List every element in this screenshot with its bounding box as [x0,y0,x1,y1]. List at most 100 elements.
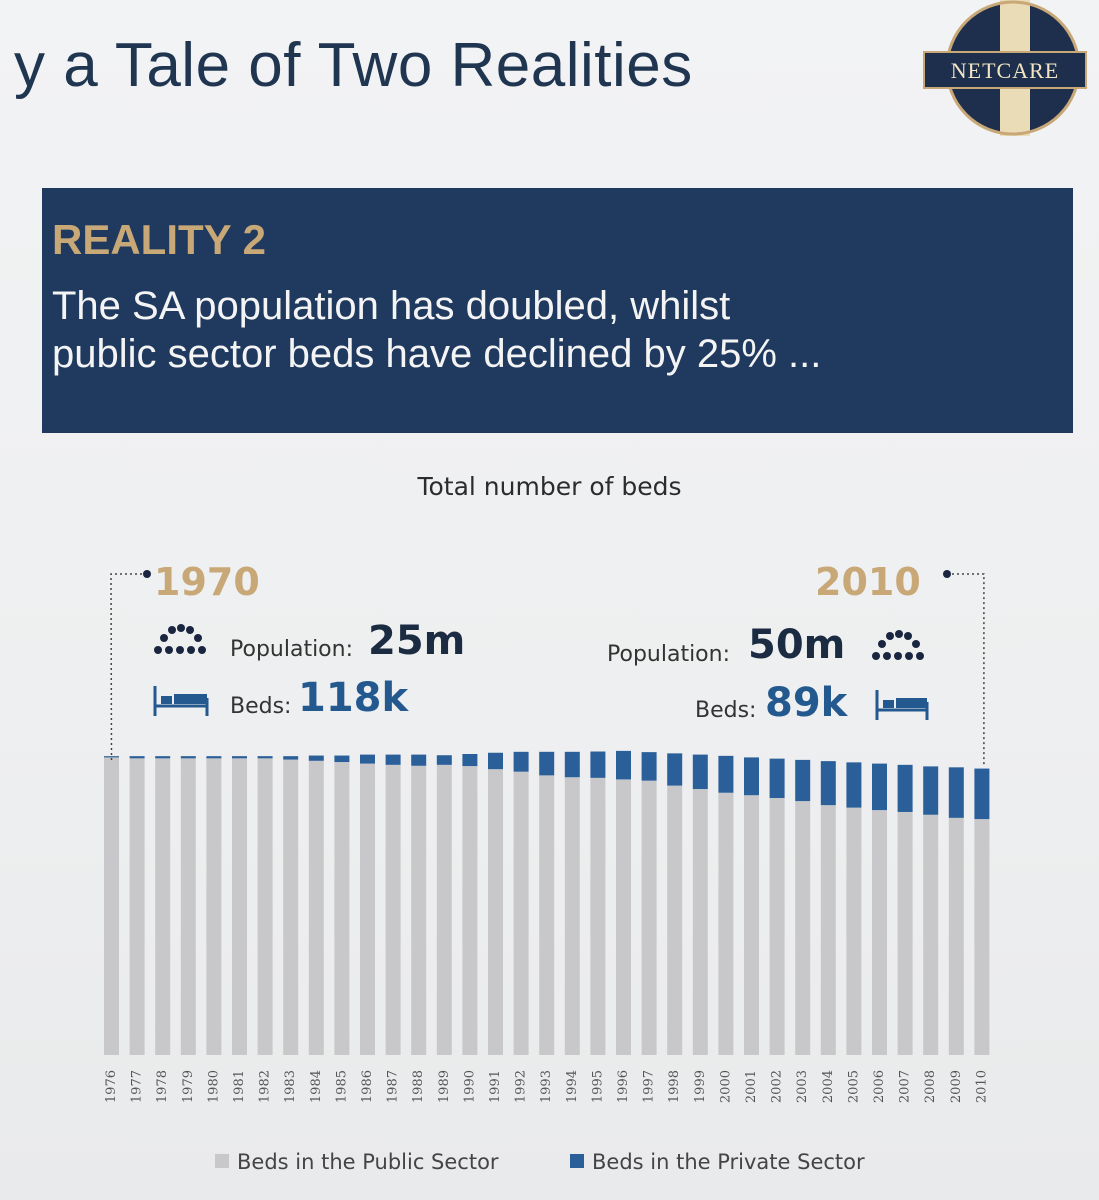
x-tick-label-2000: 2000 [718,1070,733,1103]
bar-private-2009 [948,767,964,818]
bar-public-1995 [590,777,606,1055]
x-tick-label-1995: 1995 [590,1070,605,1103]
bar-private-1980 [206,756,222,759]
reality-banner: REALITY 2 The SA population has doubled,… [42,188,1073,433]
right-year: 2010 [815,560,921,604]
bar-public-2004 [820,805,836,1055]
bar-public-2002 [769,798,785,1055]
banner-text: The SA population has doubled, whilst pu… [52,282,1012,378]
bar-public-1992 [513,771,529,1055]
x-tick-label-1999: 1999 [693,1070,708,1103]
x-tick-label-1976: 1976 [104,1070,119,1103]
x-tick-label-1984: 1984 [309,1070,324,1103]
x-tick-label-1983: 1983 [283,1070,298,1103]
x-tick-label-1988: 1988 [411,1070,426,1103]
left-year: 1970 [154,560,260,604]
left-bracket-line [110,573,147,761]
bar-private-1997 [641,752,657,781]
bar-public-1988 [411,765,427,1055]
legend-swatch-public [215,1154,229,1168]
x-tick-label-1981: 1981 [232,1070,247,1103]
x-tick-label-1979: 1979 [181,1070,196,1103]
bar-private-1993 [539,751,555,776]
bar-public-1980 [206,758,222,1055]
bar-public-1984 [308,760,324,1055]
x-tick-label-1994: 1994 [565,1070,580,1103]
x-tick-label-1996: 1996 [616,1070,631,1103]
x-tick-label-1977: 1977 [130,1070,145,1103]
bar-private-1990 [462,753,478,767]
x-tick-label-2004: 2004 [821,1070,836,1103]
bar-private-2000 [718,755,734,793]
bar-public-1977 [129,758,145,1055]
right-bracket-dot [943,570,951,578]
bar-private-1987 [385,754,401,765]
bar-private-2005 [846,762,862,808]
bar-private-2010 [974,768,990,820]
bar-private-1988 [411,754,427,766]
x-tick-label-2008: 2008 [923,1070,938,1103]
x-tick-label-1985: 1985 [334,1070,349,1103]
bar-public-1976 [104,757,119,1055]
x-tick-label-2001: 2001 [744,1070,759,1103]
x-tick-label-1978: 1978 [155,1070,170,1103]
bar-private-1983 [283,756,299,760]
bar-public-2008 [923,814,939,1055]
bar-private-1992 [513,751,529,772]
right-beds-label: Beds: [695,698,757,723]
banner-heading: REALITY 2 [52,216,266,263]
left-bracket-dot [143,570,151,578]
bar-public-1990 [462,766,478,1055]
x-tick-label-2002: 2002 [770,1070,785,1103]
legend-swatch-private [570,1154,584,1168]
legend-public: Beds in the Public Sector [215,1150,499,1174]
bar-public-1981 [232,758,247,1055]
bar-private-1977 [129,756,145,759]
bar-private-1984 [308,755,324,761]
bar-public-2010 [974,819,990,1055]
x-tick-label-1997: 1997 [642,1070,657,1103]
legend-label-public: Beds in the Public Sector [237,1150,499,1174]
bed-icon [875,690,929,720]
bar-public-1989 [436,764,452,1055]
bar-private-2006 [872,763,887,811]
chart-title: Total number of beds [417,472,682,501]
bar-public-1985 [334,762,350,1055]
crowd-icon [154,624,206,654]
bar-private-1994 [564,751,580,778]
x-tick-label-2010: 2010 [974,1070,989,1103]
bar-private-2002 [769,758,785,799]
x-tick-label-1980: 1980 [206,1070,221,1103]
bar-private-1999 [692,754,708,790]
bar-private-1979 [180,756,196,759]
bar-public-1983 [283,759,299,1055]
x-tick-label-1993: 1993 [539,1070,554,1103]
x-tick-label-1990: 1990 [462,1070,477,1103]
bar-private-2004 [820,761,836,806]
bar-public-1979 [180,758,196,1055]
bar-public-1986 [360,763,375,1055]
bar-private-1985 [334,755,350,763]
bar-public-2001 [744,795,759,1055]
x-tick-label-1987: 1987 [386,1070,401,1103]
bar-private-1986 [360,754,375,764]
bar-public-1978 [155,758,171,1055]
x-tick-label-1986: 1986 [360,1070,375,1103]
bar-public-1991 [488,769,503,1055]
netcare-logo: NETCARE [923,0,1087,136]
x-tick-label-1998: 1998 [667,1070,682,1103]
bar-private-1981 [232,756,247,759]
bar-public-2003 [795,801,811,1055]
bar-private-1978 [155,756,171,759]
bar-public-1999 [692,789,708,1055]
bar-public-2006 [872,810,887,1055]
bar-private-2007 [897,764,913,812]
right-beds-value: 89k [765,680,848,726]
left-population-label: Population: [230,637,353,662]
x-tick-label-2006: 2006 [872,1070,887,1103]
bar-public-1997 [641,780,657,1055]
bar-public-2005 [846,807,862,1055]
bar-private-2003 [795,759,811,802]
bar-private-1998 [667,753,683,786]
